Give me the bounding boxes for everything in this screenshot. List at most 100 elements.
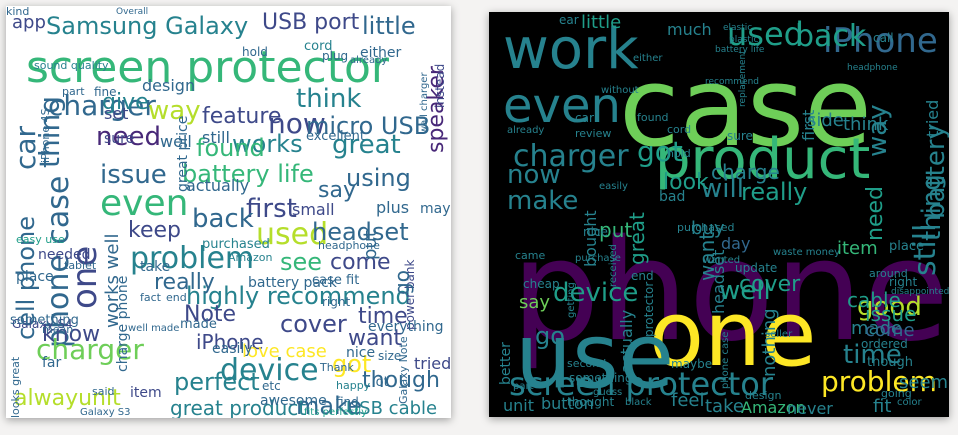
right-cloud-word: screen protector bbox=[509, 365, 773, 403]
left-cloud-word: well bbox=[160, 132, 192, 151]
left-cloud-word: though bbox=[362, 368, 440, 393]
right-cloud-word: hold bbox=[667, 147, 691, 160]
right-cloud-word: item bbox=[837, 238, 878, 259]
right-cloud-word: call bbox=[873, 31, 894, 45]
right-cloud-word: buy bbox=[691, 218, 725, 239]
right-cloud-word: seem bbox=[899, 372, 949, 393]
right-cloud-word: plastic bbox=[729, 35, 759, 45]
right-cloud-word: place bbox=[889, 239, 924, 254]
right-cloud-word: little bbox=[581, 12, 622, 33]
left-cloud-word: find bbox=[336, 395, 359, 409]
left-cloud-word: small bbox=[292, 200, 335, 219]
right-cloud-word: actually bbox=[617, 309, 636, 373]
right-cloud-word: unit bbox=[503, 396, 534, 415]
left-cloud-word: etc bbox=[262, 379, 281, 393]
right-cloud-word: feel bbox=[671, 390, 705, 411]
left-cloud-word: back bbox=[192, 204, 254, 234]
left-cloud-word: kind bbox=[6, 6, 30, 18]
left-cloud-word: Samsung Galaxy bbox=[46, 12, 249, 40]
right-cloud-word: headphone bbox=[847, 63, 898, 73]
right-cloud-word: phone case bbox=[720, 331, 731, 389]
right-cloud-word: though bbox=[867, 355, 914, 370]
right-cloud-word: without bbox=[601, 85, 639, 96]
left-cloud-word: headphone bbox=[318, 239, 380, 252]
right-cloud-word: review bbox=[575, 127, 612, 140]
right-cloud-word: first bbox=[799, 109, 818, 141]
right-cloud-word: charger bbox=[513, 139, 629, 174]
right-cloud-word: received bbox=[608, 244, 619, 287]
right-cloud-word: car bbox=[575, 111, 594, 125]
left-cloud-word: charger bbox=[36, 333, 144, 366]
left-cloud-word: hold bbox=[242, 45, 268, 59]
left-cloud-word: Galaxy S3 bbox=[80, 407, 131, 418]
right-cloud-word: bad bbox=[659, 189, 686, 205]
right-cloud-word: will bbox=[701, 174, 744, 204]
right-cloud-word: make bbox=[507, 186, 579, 216]
left-cloud-word: wall charger bbox=[419, 72, 430, 134]
right-cloud-word: side bbox=[807, 110, 844, 131]
right-cloud-word: ear bbox=[559, 13, 579, 27]
right-cloud-word: recommend bbox=[705, 77, 759, 87]
right-cloud-word: black bbox=[625, 397, 652, 408]
left-cloud-word: screen protector bbox=[26, 42, 389, 93]
left-cloud-word: time bbox=[358, 304, 408, 329]
left-cloud-word: USB port bbox=[262, 10, 360, 35]
left-cloud-word: happy bbox=[336, 379, 371, 392]
right-cloud-word: go bbox=[535, 322, 565, 350]
left-cloud-word: Galaxy Note bbox=[397, 336, 410, 404]
right-cloud-word: something bbox=[569, 371, 633, 385]
right-cloud-word: thing bbox=[917, 174, 947, 241]
left-cloud-word: great bbox=[332, 130, 401, 160]
left-cloud-word: cord bbox=[304, 39, 333, 54]
right-cloud-word: thought bbox=[567, 395, 615, 409]
left-cloud-word: little bbox=[362, 12, 416, 40]
left-cloud-word: say bbox=[318, 178, 356, 203]
left-cloud-word: battery life bbox=[182, 160, 314, 188]
left-cloud-word: think bbox=[296, 84, 362, 114]
right-cloud-word: think bbox=[843, 114, 889, 135]
right-cloud-word: either bbox=[633, 53, 663, 64]
left-cloud-word: headset bbox=[312, 218, 409, 246]
right-cloud-word: easily bbox=[599, 181, 628, 192]
right-cloud-word: nice bbox=[583, 225, 608, 239]
right-cloud-word: issue bbox=[865, 302, 917, 326]
right-cloud-word: never bbox=[787, 399, 833, 417]
right-cloud-word: even bbox=[503, 78, 621, 134]
left-word-cloud: screen protector Samsung Galaxy USB port li… bbox=[6, 6, 451, 418]
left-cloud-word: problem bbox=[130, 241, 255, 276]
right-cloud-word: work bbox=[503, 17, 639, 82]
right-cloud-word: take bbox=[705, 396, 744, 417]
right-cloud-word: made bbox=[851, 318, 903, 339]
right-cloud-word: used bbox=[727, 15, 804, 53]
left-cloud-word: go bbox=[390, 270, 414, 295]
left-cloud-word: excellent bbox=[306, 129, 365, 144]
left-cloud-word: sure bbox=[104, 131, 135, 147]
right-cloud-word: day bbox=[721, 234, 751, 253]
right-cloud-word: time bbox=[843, 340, 902, 370]
right-cloud-word: seller bbox=[765, 329, 793, 340]
right-cloud-word: Amazon bbox=[741, 398, 806, 417]
right-cloud-word: cover bbox=[739, 272, 801, 297]
right-cloud-word: now bbox=[507, 160, 561, 190]
right-cloud-word: end bbox=[631, 269, 654, 283]
left-cloud-word: size bbox=[378, 349, 402, 363]
left-cloud-word: case fit bbox=[312, 273, 360, 288]
left-cloud-word: fact bbox=[140, 291, 161, 304]
left-cloud-word: actually bbox=[186, 176, 250, 195]
left-cloud-word: Overall bbox=[116, 7, 149, 17]
left-cloud-word: tablet bbox=[64, 259, 97, 272]
right-cloud-word: color bbox=[897, 397, 922, 408]
right-cloud-word: cord bbox=[667, 123, 692, 136]
right-cloud-word: look bbox=[663, 170, 709, 195]
left-cloud-word: issue bbox=[100, 160, 167, 190]
left-cloud-word: looks great bbox=[9, 356, 22, 418]
right-cloud-word: maybe bbox=[671, 357, 713, 371]
right-cloud-word: found bbox=[637, 111, 669, 124]
left-cloud-word: lot bbox=[372, 375, 389, 390]
left-cloud-word: USB cable bbox=[346, 398, 438, 418]
left-cloud-word: something bbox=[10, 313, 79, 328]
right-cloud-word: going bbox=[881, 387, 912, 400]
left-cloud-word: alwayunit bbox=[14, 386, 121, 411]
right-cloud-word: sure bbox=[727, 129, 753, 143]
left-cloud-word: tried bbox=[414, 354, 451, 373]
